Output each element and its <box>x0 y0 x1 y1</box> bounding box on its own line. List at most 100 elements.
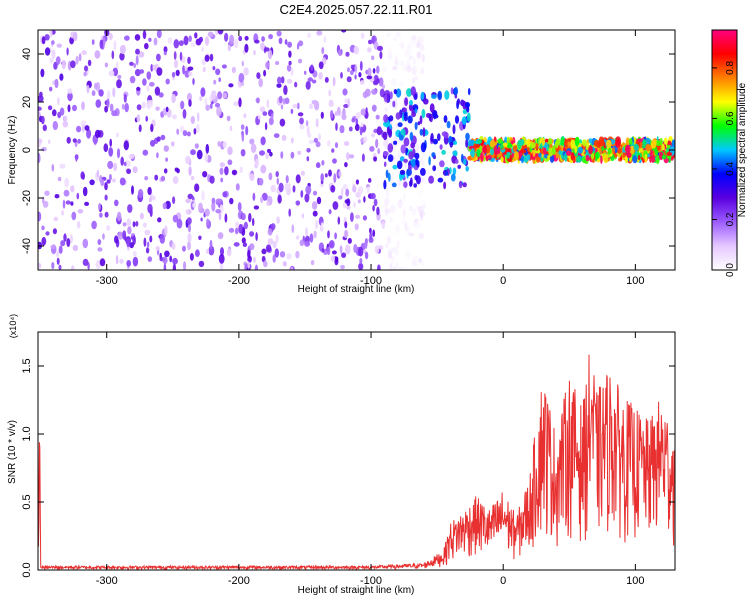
heatmap-cell <box>585 154 590 162</box>
heatmap-cell <box>267 238 274 245</box>
heatmap-cell <box>52 228 58 235</box>
heatmap-cell <box>367 178 372 183</box>
heatmap-cell <box>638 155 641 161</box>
heatmap-cell <box>395 246 399 256</box>
heatmap-cell <box>405 147 409 154</box>
heatmap-cell <box>244 43 249 53</box>
heatmap-cell <box>371 88 378 95</box>
heatmap-cell <box>204 208 210 217</box>
heatmap-cell <box>201 190 205 201</box>
heatmap-cell <box>108 173 112 181</box>
heatmap-cell <box>139 212 144 220</box>
heatmap-cell <box>138 51 145 58</box>
heatmap-cell <box>185 155 191 165</box>
heatmap-cell <box>454 115 460 124</box>
heatmap-cell <box>391 255 395 262</box>
heatmap-cell <box>84 201 90 206</box>
heatmap-cell <box>238 35 243 42</box>
heatmap-cell <box>502 142 508 147</box>
heatmap-cell <box>574 136 580 146</box>
heatmap-cell <box>221 64 227 69</box>
heatmap-cell <box>86 129 92 139</box>
heatmap-cell <box>506 152 510 159</box>
heatmap-cell <box>558 150 562 156</box>
heatmap-cell <box>417 50 422 59</box>
heatmap-cell <box>384 106 391 117</box>
heatmap-cell <box>219 167 224 175</box>
heatmap-cell <box>126 260 132 267</box>
heatmap-cell <box>200 217 203 222</box>
x-tick-label: -200 <box>228 575 250 587</box>
heatmap-cell <box>395 55 398 65</box>
heatmap-cell <box>218 253 225 264</box>
heatmap-cell <box>326 140 331 147</box>
heatmap-cell <box>40 68 45 78</box>
heatmap-cell <box>417 112 421 117</box>
heatmap-cell <box>409 177 413 186</box>
heatmap-cell <box>149 99 153 108</box>
heatmap-cell <box>310 260 315 266</box>
heatmap-cell <box>142 30 147 40</box>
heatmap-cell <box>595 152 599 161</box>
heatmap-cell <box>99 212 103 218</box>
heatmap-cell <box>266 200 270 206</box>
heatmap-cell <box>144 229 151 236</box>
heatmap-cell <box>114 235 119 244</box>
heatmap-cell <box>154 174 159 181</box>
heatmap-cell <box>153 37 158 46</box>
heatmap-cell <box>284 97 290 105</box>
heatmap-cell <box>53 216 59 222</box>
y-tick-label: 40 <box>21 48 33 60</box>
heatmap-cell <box>354 223 359 231</box>
heatmap-cell <box>187 56 191 64</box>
heatmap-cell <box>234 227 239 235</box>
heatmap-cell <box>530 142 536 149</box>
heatmap-cell <box>406 64 411 73</box>
heatmap-cell <box>338 195 343 200</box>
heatmap-cell <box>359 80 365 86</box>
heatmap-cell <box>391 77 397 86</box>
heatmap-cell <box>41 236 47 246</box>
heatmap-cell <box>354 74 357 80</box>
heatmap-cell <box>215 198 222 203</box>
heatmap-cell <box>160 134 166 141</box>
heatmap-cell <box>485 144 491 154</box>
heatmap-cell <box>231 169 237 176</box>
heatmap-cell <box>193 128 197 135</box>
heatmap-cell <box>588 145 593 155</box>
heatmap-cell <box>449 141 453 148</box>
heatmap-cell <box>290 67 294 77</box>
heatmap-cell <box>38 153 41 163</box>
heatmap-cell <box>59 73 64 81</box>
heatmap-cell <box>188 99 192 107</box>
heatmap-cell <box>463 158 467 166</box>
heatmap-cell <box>40 115 45 125</box>
heatmap-cell <box>119 258 124 264</box>
heatmap-cell <box>81 101 85 111</box>
heatmap-cell <box>156 30 162 39</box>
heatmap-cell <box>233 242 240 247</box>
heatmap-cell <box>360 108 366 116</box>
heatmap-cell <box>575 155 582 163</box>
heatmap-cell <box>147 256 153 262</box>
heatmap-cell <box>312 190 318 196</box>
heatmap-cell <box>62 120 68 128</box>
heatmap-cell <box>59 163 66 169</box>
colorbar-tick-label: 0.2 <box>725 212 736 226</box>
heatmap-cell <box>143 237 147 247</box>
heatmap-cell <box>187 66 194 71</box>
heatmap-cell <box>581 139 588 147</box>
heatmap-cell <box>625 144 631 154</box>
heatmap-cell <box>137 188 144 199</box>
heatmap-cell <box>523 144 528 149</box>
heatmap-cell <box>452 167 457 175</box>
heatmap-cell <box>355 112 361 119</box>
heatmap-cell <box>457 164 462 169</box>
heatmap-cell <box>142 222 147 228</box>
heatmap-cell <box>286 64 292 72</box>
heatmap-cell <box>443 131 449 139</box>
heatmap-cell <box>298 40 304 47</box>
heatmap-cell <box>385 243 389 249</box>
heatmap-cell <box>376 65 380 74</box>
